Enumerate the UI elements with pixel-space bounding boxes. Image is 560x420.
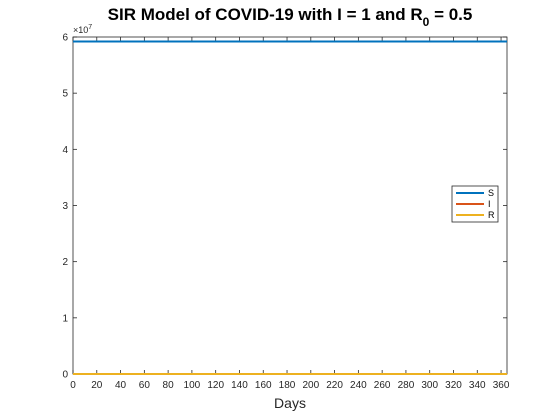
y-tick-label: 6 [62, 33, 68, 44]
y-axis-exponent-power: 7 [88, 24, 92, 31]
x-tick-label: 160 [255, 380, 272, 391]
x-tick-label: 20 [91, 380, 103, 391]
y-tick-label: 0 [62, 370, 68, 381]
y-tick-label: 1 [62, 313, 68, 324]
x-tick-label: 340 [469, 380, 486, 391]
x-tick-label: 360 [493, 380, 510, 391]
y-tick-label: 4 [62, 145, 68, 156]
x-tick-label: 240 [350, 380, 367, 391]
x-tick-label: 180 [279, 380, 296, 391]
x-tick-label: 280 [398, 380, 415, 391]
x-tick-label: 260 [374, 380, 391, 391]
legend-label-r: R [488, 210, 495, 220]
legend-label-s: S [488, 188, 494, 198]
legend: SIR [452, 186, 498, 222]
y-tick-label: 2 [62, 257, 68, 268]
x-tick-label: 60 [139, 380, 151, 391]
legend-label-i: I [488, 199, 491, 209]
chart-title-suffix: = 0.5 [429, 5, 472, 24]
x-tick-label: 140 [231, 380, 248, 391]
x-tick-label: 300 [421, 380, 438, 391]
y-tick-label: 3 [62, 201, 68, 212]
x-axis-label: Days [274, 395, 306, 411]
plot-area [73, 37, 507, 374]
x-tick-label: 80 [163, 380, 175, 391]
x-tick-label: 220 [326, 380, 343, 391]
y-tick-label: 5 [62, 89, 68, 100]
x-tick-label: 0 [70, 380, 76, 391]
x-tick-label: 120 [207, 380, 224, 391]
x-tick-label: 40 [115, 380, 127, 391]
x-tick-label: 200 [302, 380, 319, 391]
x-tick-label: 100 [184, 380, 201, 391]
x-tick-label: 320 [445, 380, 462, 391]
